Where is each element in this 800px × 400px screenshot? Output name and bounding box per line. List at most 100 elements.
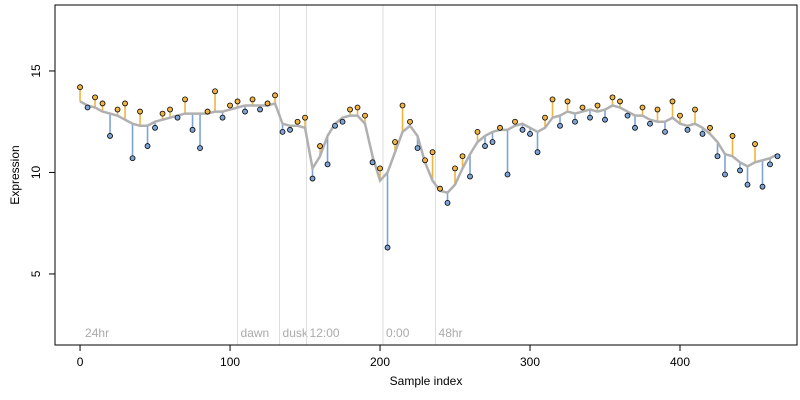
point [714,153,721,160]
point [204,108,211,115]
annotation-label: 48hr [439,326,463,340]
point [564,98,571,105]
point [437,185,443,192]
point [609,94,616,101]
point [144,143,151,149]
point [527,130,533,137]
point [572,118,578,125]
point [212,88,218,95]
point [197,145,203,152]
point [174,114,181,121]
y-tick-label: 10 [29,165,43,179]
point [699,130,706,137]
point [774,153,781,160]
point [159,110,166,117]
fit-line [79,100,779,195]
point [669,98,676,105]
point [729,133,736,139]
point [249,96,256,103]
point [279,128,286,135]
point [662,128,668,135]
point [77,84,83,91]
x-tick-label: 400 [670,355,690,369]
y-tick-label: 15 [29,64,43,78]
point [242,108,248,115]
y-axis-label: Expression [8,145,22,204]
point [309,175,316,182]
point [377,165,383,172]
point [219,114,226,121]
point [234,98,241,105]
point [534,149,541,156]
x-tick-label: 100 [220,355,240,369]
point [182,96,188,103]
point [744,181,751,188]
point [302,114,308,121]
point [294,118,301,125]
point [317,143,323,149]
point [137,108,143,115]
point [392,139,398,145]
point [354,104,361,111]
point [467,173,473,180]
point [92,94,98,101]
point [587,114,593,121]
point [407,118,413,125]
point [512,118,518,125]
point [422,157,428,164]
point [677,112,683,119]
x-tick-label: 200 [370,355,390,369]
point [452,165,458,172]
point [707,124,713,131]
point [617,98,623,105]
point [429,149,436,156]
y-tick-label: 5 [29,270,43,277]
point [579,104,586,111]
point [114,106,121,113]
point [347,106,353,113]
point [557,122,563,129]
point [519,126,526,133]
annotation-label: dawn [241,326,270,340]
point [459,153,466,160]
point [474,128,481,135]
point [497,124,503,131]
point [602,116,608,123]
point [107,133,113,139]
x-axis-label: Sample index [390,374,463,388]
point [272,92,278,99]
point [384,244,391,251]
plot-frame [54,4,798,346]
point [99,100,106,107]
point [542,114,548,121]
point [594,102,601,109]
point [257,106,263,113]
point [752,141,758,147]
annotation-label: 24hr [85,326,109,340]
point [332,122,338,129]
point [167,106,173,113]
point [362,112,368,119]
point [152,124,158,131]
point [722,171,728,178]
point [624,112,631,119]
point [414,145,421,152]
point [369,159,376,166]
point [339,118,346,125]
point [737,167,743,174]
point [264,100,271,107]
annotation-label: 12:00 [310,326,340,340]
point [549,96,556,103]
point [324,161,331,168]
point [482,143,488,149]
point [759,183,766,190]
point [444,200,451,206]
point [692,106,698,113]
point [632,124,638,131]
point [399,102,406,109]
point [227,102,233,109]
x-tick-label: 0 [77,355,84,369]
point [287,126,293,133]
point [647,120,653,127]
